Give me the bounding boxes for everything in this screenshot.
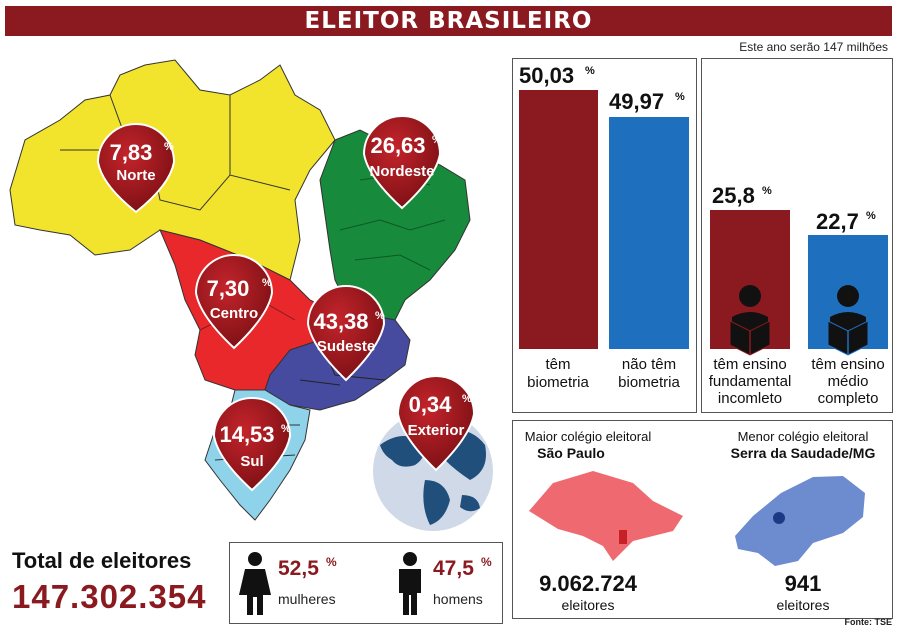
value-label-nao-tem-biometria: 49,97 xyxy=(609,89,664,114)
ensino-chart: 25,8 % 22,7 % têm ensino fundamental inc… xyxy=(709,183,888,407)
title-bar: ELEITOR BRASILEIRO xyxy=(5,6,892,36)
label-ensino-fundamental-3: incomleto xyxy=(718,390,782,407)
colegios-panel: Maior colégio eleitoral São Paulo 9.062.… xyxy=(512,420,893,619)
label-tem-biometria-2: biometria xyxy=(527,374,589,391)
pin-pct-nordeste: 26,63 xyxy=(370,133,425,158)
value-label-ensino-fundamental: 25,8 xyxy=(712,183,755,208)
source-note: Fonte: TSE xyxy=(844,617,893,627)
label-nao-tem-biometria-2: biometria xyxy=(618,374,680,391)
voters-this-year-note: Este ano serão 147 milhões xyxy=(739,40,888,54)
label-tem-biometria-1: têm xyxy=(545,356,570,373)
total-value: 147.302.354 xyxy=(12,578,207,615)
sao-paulo-map-icon xyxy=(529,471,683,561)
pin-pct-sul: 14,53 xyxy=(219,422,274,447)
men-pct: 47,5 xyxy=(433,557,474,580)
menor-colegio-unit: eleitores xyxy=(777,597,830,613)
map-pin-nordeste: 26,63 % Nordeste xyxy=(362,115,442,210)
value-label-tem-biometria: 50,03 xyxy=(519,63,574,88)
map-pin-norte: 7,83 % Norte xyxy=(96,123,176,214)
svg-text:%: % xyxy=(432,134,442,146)
map-pin-sul: 14,53 % Sul xyxy=(212,397,292,492)
colegios-content: Maior colégio eleitoral São Paulo 9.062.… xyxy=(525,429,876,613)
svg-text:%: % xyxy=(375,310,385,322)
maior-colegio-heading: Maior colégio eleitoral xyxy=(525,429,652,444)
label-ensino-medio-3: completo xyxy=(818,390,879,407)
map-pin-sudeste: 43,38 % Sudeste xyxy=(306,285,386,382)
bar-nao-tem-biometria xyxy=(609,117,689,349)
pin-pct-exterior: 0,34 xyxy=(409,392,453,417)
reader-icon xyxy=(729,285,771,356)
value-label-ensino-medio: 22,7 xyxy=(816,209,859,234)
svg-text:%: % xyxy=(281,423,291,435)
svg-text:%: % xyxy=(262,277,272,289)
pin-pct-norte: 7,83 xyxy=(110,140,153,165)
women-label: mulheres xyxy=(278,591,336,607)
reader-icon xyxy=(827,285,869,356)
gender-box: 52,5 % mulheres 47,5 % homens xyxy=(229,542,503,624)
biometria-panel: 50,03 % 49,97 % têm biometria não têm bi… xyxy=(512,58,697,413)
svg-text:%: % xyxy=(762,185,772,197)
maior-colegio-unit: eleitores xyxy=(562,597,615,613)
label-nao-tem-biometria-1: não têm xyxy=(622,356,676,373)
women-pct: 52,5 xyxy=(278,557,319,580)
label-ensino-medio-2: médio xyxy=(828,373,869,390)
page-title: ELEITOR BRASILEIRO xyxy=(304,8,593,34)
maior-colegio-place: São Paulo xyxy=(537,445,605,461)
svg-text:%: % xyxy=(585,65,595,77)
total-label: Total de eleitores xyxy=(12,548,192,573)
map-pins: 7,83 % Norte 26,63 % Nordeste 7,30 % Cen… xyxy=(96,115,476,492)
biometria-chart: 50,03 % 49,97 % têm biometria não têm bi… xyxy=(519,63,689,391)
pin-label-sul: Sul xyxy=(240,453,263,470)
pin-label-norte: Norte xyxy=(116,167,155,184)
label-ensino-medio-1: têm ensino xyxy=(811,356,884,373)
menor-colegio-heading: Menor colégio eleitoral xyxy=(738,429,869,444)
pin-pct-sudeste: 43,38 xyxy=(313,309,368,334)
pin-label-sudeste: Sudeste xyxy=(317,338,375,355)
minas-gerais-map-icon xyxy=(735,476,865,566)
svg-text:%: % xyxy=(164,141,174,153)
bar-tem-biometria xyxy=(519,90,598,349)
menor-colegio-count: 941 xyxy=(785,571,822,596)
menor-colegio-place: Serra da Saudade/MG xyxy=(731,445,876,461)
label-ensino-fundamental-1: têm ensino xyxy=(713,356,786,373)
ensino-panel: 25,8 % 22,7 % têm ensino fundamental inc… xyxy=(701,58,893,413)
svg-text:%: % xyxy=(675,91,685,103)
map-pin-exterior: 0,34 % Exterior xyxy=(396,375,476,472)
label-ensino-fundamental-2: fundamental xyxy=(709,373,792,390)
svg-text:%: % xyxy=(866,210,876,222)
pin-label-exterior: Exterior xyxy=(408,422,465,439)
men-label: homens xyxy=(433,591,483,607)
pin-pct-centro: 7,30 xyxy=(207,276,250,301)
pin-label-centro: Centro xyxy=(210,305,258,322)
svg-text:%: % xyxy=(462,393,472,405)
map-pin-centro: 7,30 % Centro xyxy=(194,254,274,350)
maior-colegio-count: 9.062.724 xyxy=(539,571,638,596)
man-icon xyxy=(399,552,421,615)
pin-label-nordeste: Nordeste xyxy=(369,163,434,180)
woman-icon xyxy=(239,552,271,615)
